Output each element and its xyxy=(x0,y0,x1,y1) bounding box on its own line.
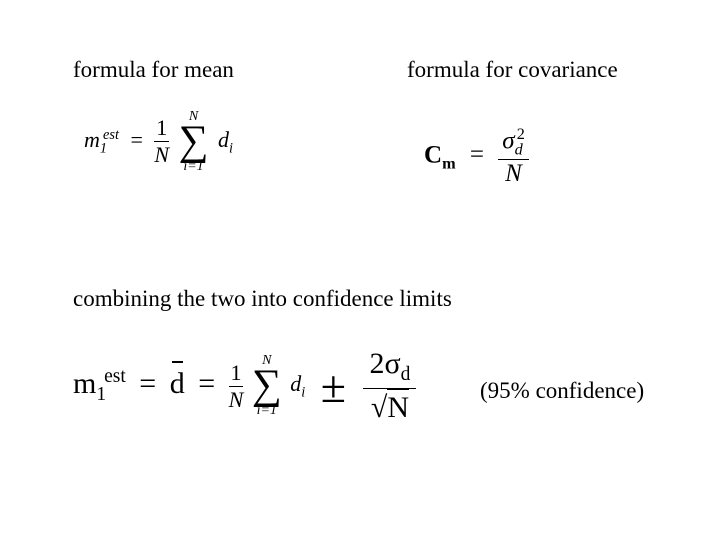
cov-frac-den: N xyxy=(498,159,529,188)
mean-term: d xyxy=(218,127,229,152)
ci-sigma-sub: d xyxy=(401,364,411,385)
sqrt-icon: √ xyxy=(371,391,387,424)
mean-sum: N ∑ i=1 xyxy=(179,110,209,174)
cov-sigma-sub: d xyxy=(515,140,523,158)
comb-m: m xyxy=(73,367,96,400)
heading-covariance: formula for covariance xyxy=(407,57,618,83)
comb-frac: 1 N xyxy=(229,360,244,413)
confidence-note: (95% confidence) xyxy=(480,378,644,404)
comb-frac-num: 1 xyxy=(229,360,244,386)
ci-two: 2 xyxy=(369,347,384,380)
mean-frac-den: N xyxy=(154,141,169,168)
sum-icon: ∑ xyxy=(252,368,282,404)
ci-den-N: N xyxy=(387,389,409,424)
comb-term-sub: i xyxy=(301,384,305,400)
mean-m: m xyxy=(84,127,100,152)
comb-m-sub: 1 xyxy=(96,384,106,405)
comb-eq1: = xyxy=(139,367,156,400)
mean-frac: 1 N xyxy=(154,115,169,168)
formula-mean: m 1 est = 1 N N ∑ i=1 di xyxy=(84,110,233,174)
comb-frac-den: N xyxy=(229,386,244,413)
heading-mean: formula for mean xyxy=(73,57,234,83)
formula-covariance: Cm = σd2 N xyxy=(424,125,529,188)
cov-sub: m xyxy=(442,154,456,172)
cov-sigma-sup: 2 xyxy=(517,125,525,143)
plusminus-icon: ± xyxy=(321,361,346,412)
comb-ci-frac: 2σd √N xyxy=(363,345,416,427)
comb-ci-num: 2σd xyxy=(363,345,416,388)
comb-sum: N ∑ i=1 xyxy=(252,354,282,418)
sum-icon: ∑ xyxy=(179,124,209,160)
mean-frac-num: 1 xyxy=(154,115,169,141)
heading-combine: combining the two into confidence limits xyxy=(73,286,452,312)
ci-sigma: σ xyxy=(384,347,400,380)
comb-m-sup: est xyxy=(104,366,126,387)
cov-sigma: σ xyxy=(502,127,514,154)
formula-combined: m1est = d = 1 N N ∑ i=1 di ± 2σd √N xyxy=(73,345,416,427)
cov-frac: σd2 N xyxy=(498,125,529,188)
comb-dbar-letter: d xyxy=(170,367,185,400)
mean-term-sub: i xyxy=(229,140,233,156)
comb-dbar: d xyxy=(170,367,185,401)
cov-frac-num: σd2 xyxy=(498,125,529,159)
mean-eq: = xyxy=(130,127,142,152)
comb-term: d xyxy=(290,371,301,396)
overbar-icon xyxy=(172,361,183,363)
mean-sup: est xyxy=(103,127,119,143)
cov-eq: = xyxy=(470,141,484,168)
cov-C: C xyxy=(424,141,442,168)
comb-ci-den: √N xyxy=(363,388,416,427)
comb-eq2: = xyxy=(198,367,215,400)
